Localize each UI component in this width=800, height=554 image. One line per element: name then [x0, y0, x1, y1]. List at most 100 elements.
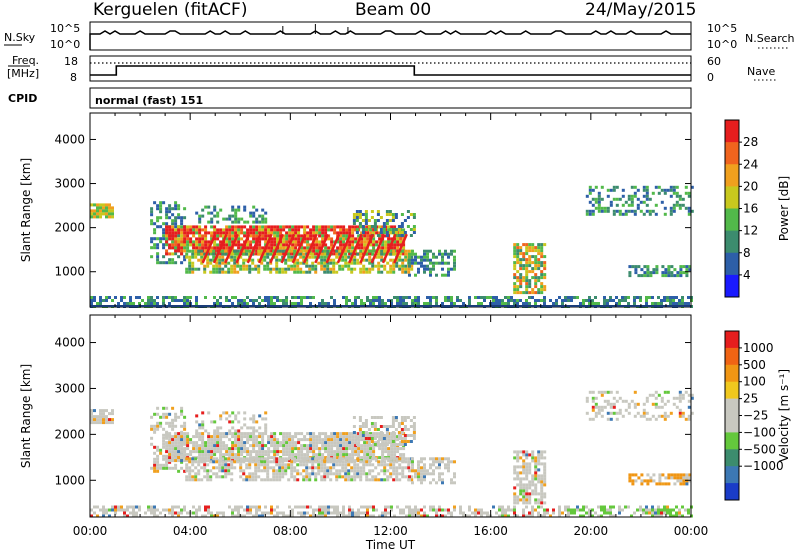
echo-cell [165, 231, 169, 235]
echo-cell [387, 243, 391, 247]
echo-cell [255, 511, 258, 515]
echo-cell [522, 468, 526, 472]
echo-cell [99, 421, 102, 425]
echo-cell [407, 466, 411, 470]
echo-cell [410, 475, 414, 479]
echo-cell [159, 463, 163, 467]
echo-cell [249, 234, 253, 238]
echo-cell [383, 252, 387, 256]
echo-cell [300, 296, 303, 299]
echo-cell [245, 457, 249, 461]
echo-cell [332, 466, 336, 470]
echo-cell [359, 466, 363, 470]
echo-cell [327, 237, 331, 241]
echo-cell [153, 237, 157, 241]
echo-cell [168, 438, 172, 442]
echo-cell [275, 261, 279, 265]
echo-cell [206, 255, 210, 259]
echo-cell [405, 514, 408, 518]
echo-cell [447, 469, 450, 473]
echo-cell [540, 453, 544, 457]
echo-cell [270, 438, 274, 442]
echo-cell [398, 457, 402, 461]
echo-cell [278, 258, 282, 262]
echo-cell [252, 441, 256, 445]
echo-cell [405, 296, 408, 299]
echo-cell [360, 450, 364, 454]
echo-cell [609, 417, 613, 421]
echo-cell [585, 511, 588, 515]
echo-cell [388, 231, 392, 234]
echo-cell [603, 390, 607, 394]
echo-cell [338, 469, 342, 473]
echo-cell [387, 228, 391, 232]
echo-cell [297, 296, 300, 299]
echo-cell [335, 478, 339, 482]
echo-cell [670, 473, 674, 477]
echo-cell [344, 249, 348, 253]
echo-cell [594, 296, 597, 299]
echo-cell [378, 438, 382, 442]
echo-cell [327, 441, 331, 445]
echo-cell [618, 411, 622, 415]
echo-cell [243, 435, 247, 439]
echo-cell [615, 296, 618, 299]
echo-cell [285, 432, 289, 436]
echo-cell [531, 296, 534, 299]
echo-cell [645, 417, 649, 421]
echo-cell [219, 447, 223, 451]
echo-cell [393, 453, 397, 457]
echo-cell [210, 456, 214, 460]
echo-cell [364, 431, 368, 434]
echo-cell [105, 511, 108, 515]
echo-cell [174, 246, 178, 250]
echo-cell [243, 302, 246, 305]
echo-cell [231, 420, 235, 424]
echo-cell [165, 444, 169, 448]
echo-cell [525, 465, 529, 469]
echo-cell [375, 243, 379, 247]
echo-cell [525, 291, 529, 295]
echo-cell [288, 246, 292, 250]
echo-cell [224, 261, 228, 265]
echo-cell [660, 405, 664, 409]
echo-cell [312, 234, 316, 238]
echo-cell [291, 225, 295, 229]
echo-cell [225, 444, 229, 448]
echo-cell [537, 261, 541, 265]
echo-cell [654, 396, 658, 400]
echo-cell [189, 438, 193, 442]
echo-cell [177, 456, 181, 460]
echo-cell [423, 478, 426, 482]
echo-cell [183, 450, 187, 454]
echo-cell [543, 501, 547, 505]
echo-cell [678, 514, 681, 518]
echo-cell [336, 225, 340, 229]
echo-cell [171, 421, 175, 425]
echo-cell [636, 197, 640, 201]
echo-cell [162, 222, 166, 226]
echo-cell [441, 258, 444, 262]
echo-cell [333, 302, 336, 305]
echo-cell [369, 243, 373, 247]
echo-cell [366, 296, 369, 299]
echo-cell [528, 492, 532, 496]
echo-cell [661, 473, 665, 477]
echo-cell [309, 447, 313, 451]
echo-cell [347, 460, 351, 464]
echo-cell [324, 444, 328, 448]
echo-cell [350, 457, 354, 461]
echo-cell [257, 475, 261, 479]
echo-cell [516, 498, 520, 502]
echo-cell [400, 225, 404, 228]
echo-cell [270, 299, 273, 302]
echo-cell [365, 460, 369, 464]
echo-cell [188, 264, 192, 268]
echo-cell [315, 237, 319, 241]
echo-cell [385, 234, 389, 237]
echo-cell [386, 469, 390, 473]
echo-cell [201, 246, 205, 250]
echo-cell [373, 416, 377, 419]
echo-cell [225, 243, 229, 247]
echo-cell [363, 456, 367, 460]
